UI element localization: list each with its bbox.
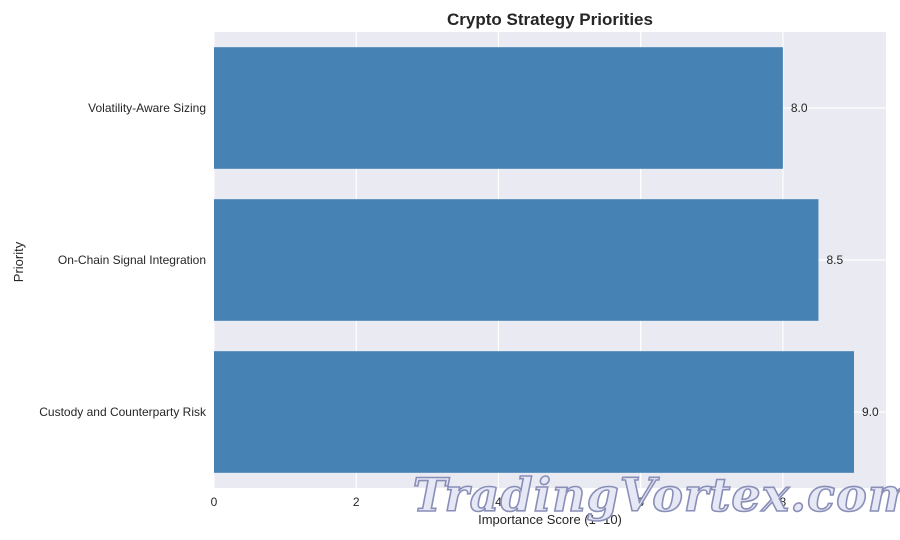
x-tick-labels: 0 2 4 6 8 xyxy=(211,495,787,509)
bar xyxy=(214,199,819,321)
bar-value-label: 8.5 xyxy=(826,253,843,267)
y-tick-labels: Volatility-Aware Sizing On-Chain Signal I… xyxy=(39,101,207,419)
bar-value-labels: 8.0 8.5 9.0 xyxy=(791,101,879,419)
bar xyxy=(214,47,783,169)
x-axis-label: Importance Score (1–10) xyxy=(478,512,622,527)
bar-value-label: 9.0 xyxy=(862,405,879,419)
bar xyxy=(214,351,854,473)
y-tick-label: Volatility-Aware Sizing xyxy=(88,101,206,115)
y-tick-label: On-Chain Signal Integration xyxy=(58,253,206,267)
x-tick-label: 2 xyxy=(353,495,360,509)
watermark: TradingVortex.com xyxy=(413,468,900,522)
y-axis-label: Priority xyxy=(11,241,26,282)
chart-title: Crypto Strategy Priorities xyxy=(447,10,653,29)
bar-value-label: 8.0 xyxy=(791,101,808,115)
x-tick-label: 4 xyxy=(495,495,502,509)
bars xyxy=(214,47,854,473)
x-tick-label: 6 xyxy=(637,495,644,509)
x-tick-label: 8 xyxy=(780,495,787,509)
y-tick-label: Custody and Counterparty Risk xyxy=(39,405,207,419)
x-tick-label: 0 xyxy=(211,495,218,509)
